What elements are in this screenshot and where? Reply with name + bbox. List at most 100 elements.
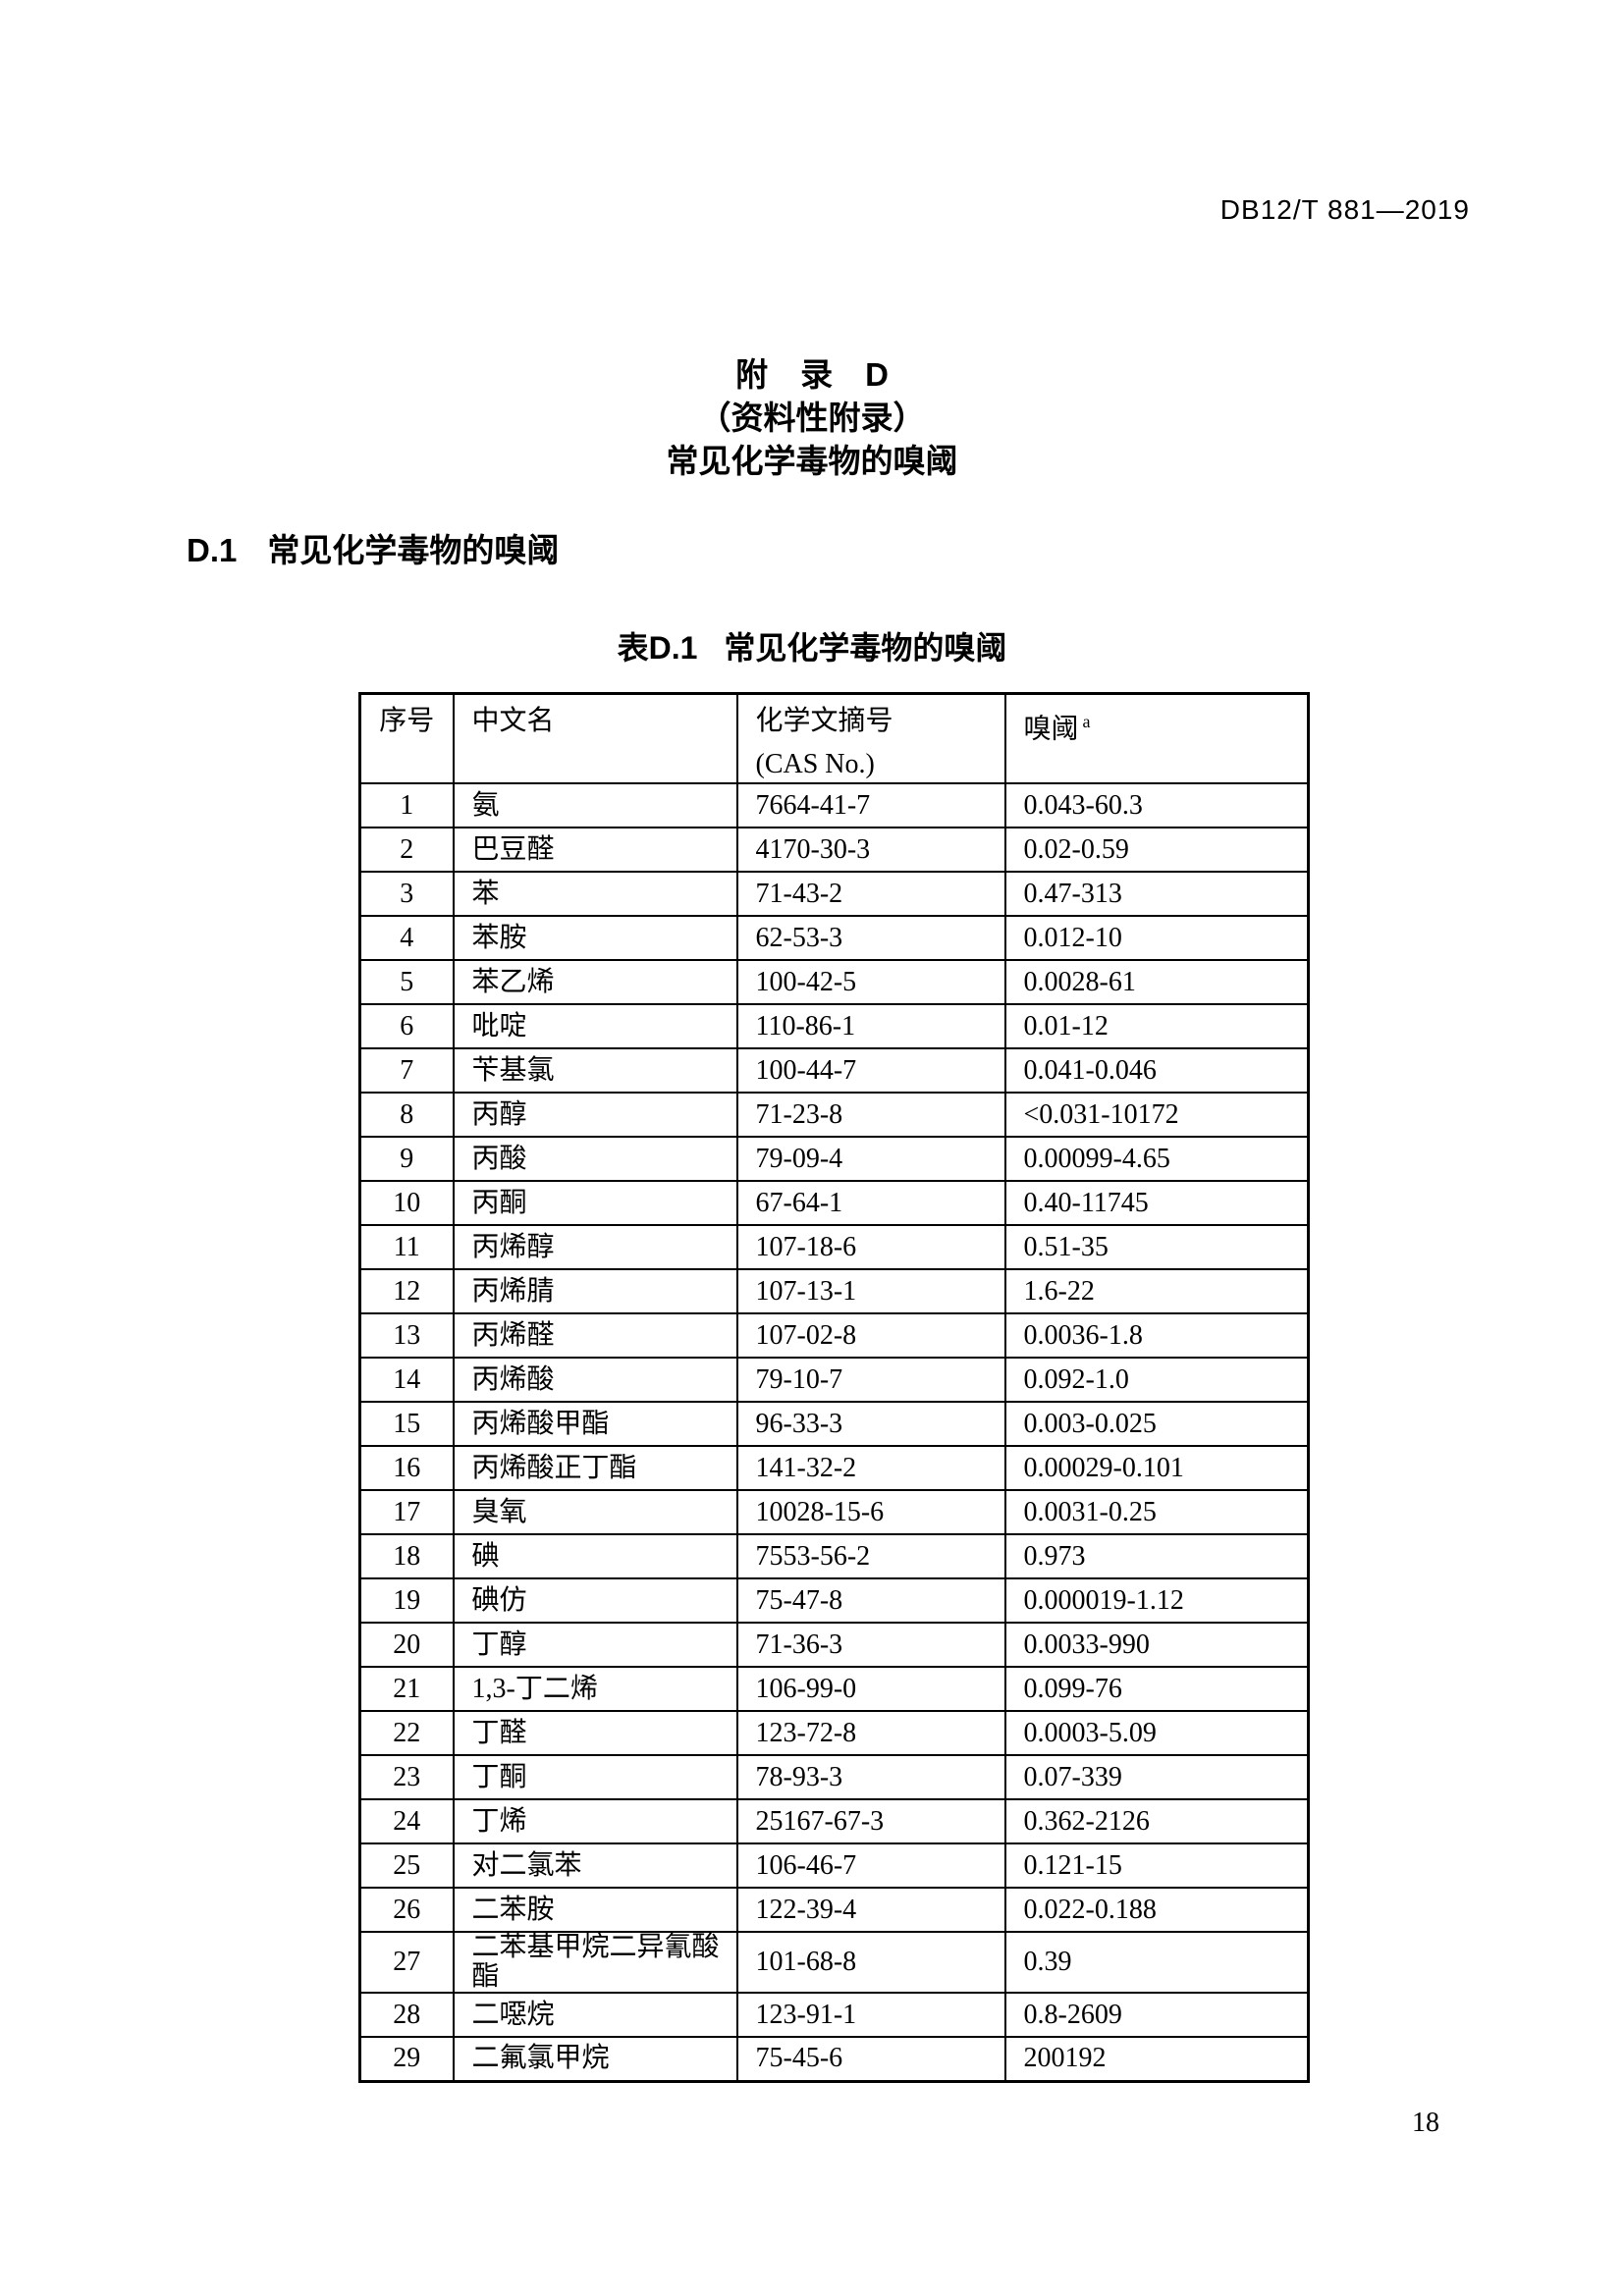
section-heading: D.1 常见化学毒物的嗅阈 <box>187 531 559 570</box>
cas-number-cell: 106-46-7 <box>735 1842 1006 1889</box>
chemical-name-cell: 苯乙烯 <box>452 959 738 1005</box>
cas-number-cell: 25167-67-3 <box>735 1798 1006 1844</box>
chemical-name-cell: 苄基氯 <box>452 1047 738 1094</box>
row-index-cell: 28 <box>358 1992 455 2038</box>
chemical-name-cell: 丙醇 <box>452 1092 738 1138</box>
odor-threshold-cell: 0.01-12 <box>1003 1003 1310 1049</box>
section-number: D.1 <box>187 532 238 568</box>
table-row: 21 1,3-丁二烯 106-99-0 0.099-76 <box>358 1666 1310 1712</box>
cas-number-cell: 75-47-8 <box>735 1577 1006 1624</box>
odor-threshold-cell: 0.47-313 <box>1003 871 1310 917</box>
table-row: 15 丙烯酸甲酯 96-33-3 0.003-0.025 <box>358 1401 1310 1447</box>
appendix-title-line2: （资料性附录） <box>698 400 926 436</box>
row-index-cell: 21 <box>358 1666 455 1712</box>
chemical-name-cell: 丙酮 <box>452 1180 738 1226</box>
chemical-name-cell: 氨 <box>452 782 738 828</box>
odor-threshold-cell: 0.121-15 <box>1003 1842 1310 1889</box>
row-index-cell: 15 <box>358 1401 455 1447</box>
table-row: 3 苯 71-43-2 0.47-313 <box>358 871 1310 917</box>
row-index-cell: 26 <box>358 1887 455 1933</box>
table-row: 4 苯胺 62-53-3 0.012-10 <box>358 915 1310 961</box>
table-row: 29 二氟氯甲烷 75-45-6 200192 <box>358 2036 1310 2082</box>
odor-threshold-cell: 0.003-0.025 <box>1003 1401 1310 1447</box>
row-index-cell: 3 <box>358 871 455 917</box>
header-cas-line2: (CAS No.) <box>755 749 875 779</box>
row-index-cell: 22 <box>358 1710 455 1756</box>
appendix-title-line1: 附 录 D <box>735 356 889 393</box>
row-index-cell: 25 <box>358 1842 455 1889</box>
chemical-name-cell: 吡啶 <box>452 1003 738 1049</box>
table-row: 9 丙酸 79-09-4 0.00099-4.65 <box>358 1136 1310 1182</box>
odor-threshold-cell: 0.00099-4.65 <box>1003 1136 1310 1182</box>
row-index-cell: 8 <box>358 1092 455 1138</box>
odor-threshold-cell: 0.043-60.3 <box>1003 782 1310 828</box>
row-index-cell: 14 <box>358 1357 455 1403</box>
chemical-name-cell: 丁醇 <box>452 1622 738 1668</box>
row-index-cell: 13 <box>358 1312 455 1359</box>
chemical-name-cell: 1,3-丁二烯 <box>452 1666 738 1712</box>
table-row: 25 对二氯苯 106-46-7 0.121-15 <box>358 1842 1310 1889</box>
row-index-cell: 16 <box>358 1445 455 1491</box>
table-row: 26 二苯胺 122-39-4 0.022-0.188 <box>358 1887 1310 1933</box>
table-row: 14 丙烯酸 79-10-7 0.092-1.0 <box>358 1357 1310 1403</box>
cas-number-cell: 79-10-7 <box>735 1357 1006 1403</box>
row-index-cell: 29 <box>358 2036 455 2082</box>
row-index-cell: 5 <box>358 959 455 1005</box>
table-row: 2 巴豆醛 4170-30-3 0.02-0.59 <box>358 827 1310 873</box>
chemical-name-cell: 丙烯酸正丁酯 <box>452 1445 738 1491</box>
row-index-cell: 19 <box>358 1577 455 1624</box>
odor-threshold-cell: 0.0033-990 <box>1003 1622 1310 1668</box>
chemical-name-cell: 二苯基甲烷二异氰酸酯 <box>452 1931 738 1994</box>
cas-number-cell: 122-39-4 <box>735 1887 1006 1933</box>
odor-threshold-cell: 0.07-339 <box>1003 1754 1310 1800</box>
chemical-name-cell: 二苯胺 <box>452 1887 738 1933</box>
chemical-name-cell: 臭氧 <box>452 1489 738 1535</box>
table-row: 10 丙酮 67-64-1 0.40-11745 <box>358 1180 1310 1226</box>
cas-number-cell: 78-93-3 <box>735 1754 1006 1800</box>
table-body: 1 氨 7664-41-7 0.043-60.3 2 巴豆醛 4170-30-3 0.02-0… <box>358 782 1310 2082</box>
row-index-cell: 12 <box>358 1268 455 1314</box>
row-index-cell: 18 <box>358 1533 455 1579</box>
chemical-name-cell: 丙酸 <box>452 1136 738 1182</box>
row-index-cell: 24 <box>358 1798 455 1844</box>
table-row: 18 碘 7553-56-2 0.973 <box>358 1533 1310 1579</box>
table-row: 24 丁烯 25167-67-3 0.362-2126 <box>358 1798 1310 1844</box>
chemical-name-cell: 苯胺 <box>452 915 738 961</box>
odor-threshold-cell: 0.0031-0.25 <box>1003 1489 1310 1535</box>
appendix-title-line3: 常见化学毒物的嗅阈 <box>666 443 958 479</box>
odor-threshold-cell: 0.40-11745 <box>1003 1180 1310 1226</box>
odor-threshold-cell: 0.8-2609 <box>1003 1992 1310 2038</box>
chemical-name-cell: 丁醛 <box>452 1710 738 1756</box>
header-col-threshold: 嗅阈 a <box>1003 692 1310 784</box>
odor-threshold-table: 序号 中文名 化学文摘号 (CAS No.) 嗅阈 a 1 氨 7664-41-7 0.… <box>358 692 1310 2083</box>
cas-number-cell: 79-09-4 <box>735 1136 1006 1182</box>
cas-number-cell: 107-18-6 <box>735 1224 1006 1270</box>
row-index-cell: 11 <box>358 1224 455 1270</box>
cas-number-cell: 62-53-3 <box>735 915 1006 961</box>
cas-number-cell: 100-44-7 <box>735 1047 1006 1094</box>
table-caption-title: 常见化学毒物的嗅阈 <box>724 630 1007 666</box>
chemical-name-cell: 丙烯腈 <box>452 1268 738 1314</box>
chemical-name-cell: 丙烯酸甲酯 <box>452 1401 738 1447</box>
cas-number-cell: 7553-56-2 <box>735 1533 1006 1579</box>
cas-number-cell: 107-13-1 <box>735 1268 1006 1314</box>
header-col-chinese-name: 中文名 <box>452 692 738 784</box>
odor-threshold-cell: 0.000019-1.12 <box>1003 1577 1310 1624</box>
table-row: 6 吡啶 110-86-1 0.01-12 <box>358 1003 1310 1049</box>
table-head: 序号 中文名 化学文摘号 (CAS No.) 嗅阈 a <box>358 692 1310 784</box>
cas-number-cell: 10028-15-6 <box>735 1489 1006 1535</box>
cas-number-cell: 7664-41-7 <box>735 782 1006 828</box>
cas-number-cell: 100-42-5 <box>735 959 1006 1005</box>
cas-number-cell: 71-23-8 <box>735 1092 1006 1138</box>
table-row: 8 丙醇 71-23-8 <0.031-10172 <box>358 1092 1310 1138</box>
chemical-name-cell: 苯 <box>452 871 738 917</box>
cas-number-cell: 123-72-8 <box>735 1710 1006 1756</box>
cas-number-cell: 106-99-0 <box>735 1666 1006 1712</box>
row-index-cell: 1 <box>358 782 455 828</box>
table-row: 11 丙烯醇 107-18-6 0.51-35 <box>358 1224 1310 1270</box>
odor-threshold-cell: 0.39 <box>1003 1931 1310 1994</box>
row-index-cell: 27 <box>358 1931 455 1994</box>
cas-number-cell: 123-91-1 <box>735 1992 1006 2038</box>
odor-threshold-cell: 0.0003-5.09 <box>1003 1710 1310 1756</box>
